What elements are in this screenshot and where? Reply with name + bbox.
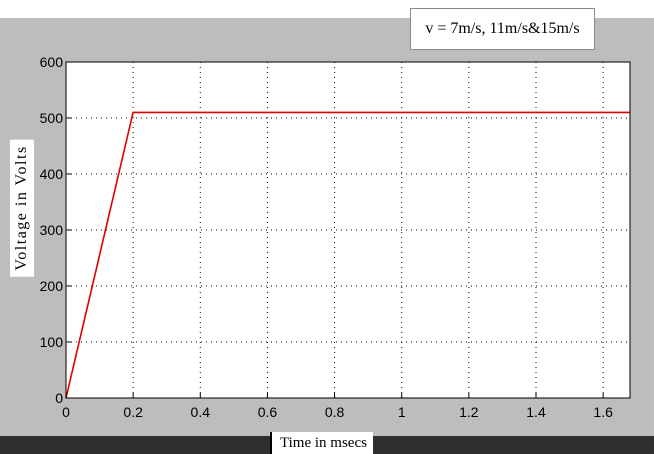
y-tick-label: 400: [40, 166, 64, 182]
voltage-series-line: [65, 111, 630, 399]
x-tick-label: 1.2: [459, 404, 479, 420]
x-tick-label: 0.4: [191, 404, 211, 420]
tick-labels: 0 0.2 0.4 0.6 0.8 1 1.2 1.4 1.6 0 100 200 300 400 500 6…: [40, 54, 613, 420]
x-axis-label: Time in msecs: [270, 432, 373, 454]
y-tick-label: 600: [40, 54, 64, 70]
series-group: [65, 111, 630, 399]
y-tick-label: 500: [40, 110, 64, 126]
y-tick-label: 300: [40, 222, 64, 238]
x-tick-label: 1.6: [593, 404, 613, 420]
x-tick-label: 1: [398, 404, 406, 420]
speed-annotation: v = 7m/s, 11m/s&15m/s: [410, 8, 595, 50]
y-tick-label: 100: [40, 334, 64, 350]
x-tick-label: 0: [62, 404, 70, 420]
y-tick-label: 0: [55, 390, 63, 406]
x-tick-label: 0.6: [258, 404, 278, 420]
x-tick-label: 0.8: [325, 404, 345, 420]
x-tick-label: 1.4: [526, 404, 546, 420]
y-tick-label: 200: [40, 278, 64, 294]
grid-lines: [66, 62, 630, 398]
x-tick-label: 0.2: [123, 404, 143, 420]
